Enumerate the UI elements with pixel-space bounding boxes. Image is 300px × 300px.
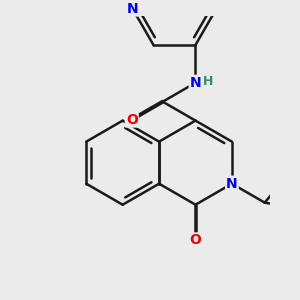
Text: H: H bbox=[203, 75, 213, 88]
Text: O: O bbox=[190, 233, 201, 248]
Text: N: N bbox=[127, 2, 138, 16]
Text: N: N bbox=[226, 177, 238, 191]
Text: N: N bbox=[190, 76, 201, 90]
Text: O: O bbox=[126, 112, 138, 127]
